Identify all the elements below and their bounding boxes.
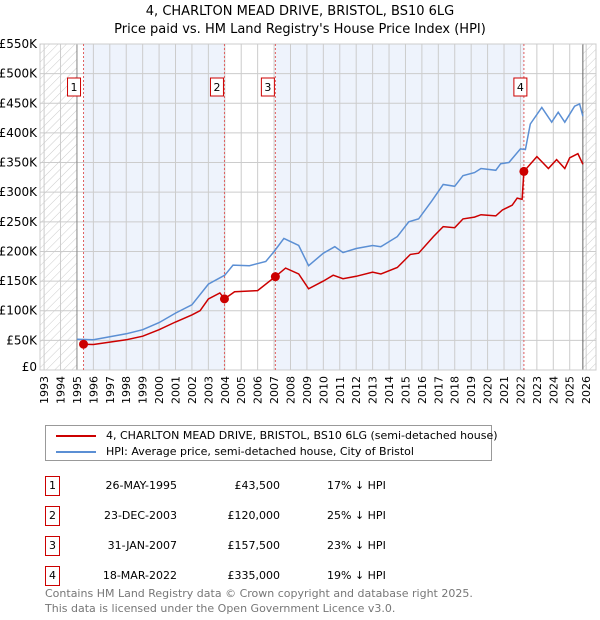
sale-price: £157,500 <box>227 539 281 552</box>
y-tick-label: £350K <box>0 156 38 170</box>
x-tick-label: 2004 <box>219 376 232 404</box>
x-tick-label: 2016 <box>416 376 429 404</box>
sale-row: 4 18-MAR-2022 £335,000 19% ↓ HPI <box>45 566 445 586</box>
sale-row: 3 31-JAN-2007 £157,500 23% ↓ HPI <box>45 536 445 556</box>
sale-hpi-diff: 23% ↓ HPI <box>327 539 386 552</box>
sale-number-badge: 4 <box>45 566 60 586</box>
y-tick-label: £100K <box>0 304 38 318</box>
sale-date: 31-JAN-2007 <box>107 539 177 552</box>
sale-point <box>270 272 280 282</box>
y-tick-label: £250K <box>0 215 38 229</box>
legend: 4, CHARLTON MEAD DRIVE, BRISTOL, BS10 6L… <box>45 425 498 461</box>
sale-number-badge: 2 <box>45 506 60 526</box>
y-tick-label: £400K <box>0 126 38 140</box>
x-tick-label: 1993 <box>38 376 51 404</box>
hpi-line <box>76 102 584 341</box>
sale-date: 18-MAR-2022 <box>102 569 177 582</box>
sale-number-badge: 1 <box>45 476 60 496</box>
sale-point <box>219 294 229 304</box>
sale-label-box <box>209 77 224 97</box>
x-tick-label: 2011 <box>334 376 347 404</box>
y-tick-label: £300K <box>0 185 38 199</box>
y-tick-label: £0 <box>22 360 37 374</box>
x-tick-label: 2000 <box>153 376 166 404</box>
x-tick-label: 1994 <box>55 376 68 404</box>
y-tick-label: £200K <box>0 244 38 258</box>
property-price-line <box>83 152 584 346</box>
y-tick-label: £150K <box>0 274 38 288</box>
x-tick-label: 1999 <box>137 376 150 404</box>
x-tick-label: 2010 <box>317 376 330 404</box>
x-tick-label: 1998 <box>120 376 133 404</box>
x-tick-label: 2017 <box>432 376 445 404</box>
sale-label: 4 <box>517 81 524 94</box>
sale-label: 1 <box>71 81 78 94</box>
legend-label-property: 4, CHARLTON MEAD DRIVE, BRISTOL, BS10 6L… <box>106 429 498 442</box>
y-tick-label: £50K <box>6 333 38 347</box>
x-tick-label: 2002 <box>186 376 199 404</box>
chart-subtitle: Price paid vs. HM Land Registry's House … <box>114 22 486 37</box>
sale-label: 3 <box>264 81 271 94</box>
x-tick-label: 2003 <box>202 376 215 404</box>
sale-price: £335,000 <box>227 569 281 582</box>
x-tick-label: 2020 <box>482 376 495 404</box>
legend-swatch-hpi <box>56 450 96 453</box>
x-tick-label: 2018 <box>449 376 462 404</box>
x-tick-label: 2015 <box>399 376 412 404</box>
x-tick-label: 2009 <box>301 376 314 404</box>
x-tick-label: 1995 <box>71 376 84 404</box>
sale-label-box <box>260 77 275 97</box>
sale-date: 26-MAY-1995 <box>105 479 177 492</box>
sale-label-box <box>67 77 82 97</box>
sale-row: 1 26-MAY-1995 £43,500 17% ↓ HPI <box>45 476 445 496</box>
footer-licence: This data is licensed under the Open Gov… <box>45 602 396 615</box>
x-tick-label: 2021 <box>498 376 511 404</box>
sale-price: £43,500 <box>234 479 281 492</box>
sale-point <box>519 166 529 176</box>
x-tick-label: 2023 <box>531 376 544 404</box>
x-tick-label: 2022 <box>514 376 527 404</box>
y-tick-label: £500K <box>0 67 38 81</box>
x-tick-label: 2008 <box>284 376 297 404</box>
x-tick-label: 2005 <box>235 376 248 404</box>
x-tick-label: 2025 <box>564 376 577 404</box>
sale-number-badge: 3 <box>45 536 60 556</box>
shade-region <box>275 44 524 370</box>
price-chart: 1993 1994 1995 1996 1997 1998 1999 2000 2001 2002… <box>0 37 597 404</box>
x-tick-label: 2014 <box>383 376 396 404</box>
x-tick-label: 1997 <box>104 376 117 404</box>
x-tick-label: 2024 <box>547 376 560 404</box>
sale-price: £120,000 <box>227 509 281 522</box>
shade-region <box>83 44 225 370</box>
x-tick-label: 2026 <box>580 376 593 404</box>
x-tick-label: 2001 <box>170 376 183 404</box>
sale-date: 23-DEC-2003 <box>103 509 177 522</box>
x-tick-label: 2007 <box>268 376 281 404</box>
legend-swatch-property <box>56 434 96 437</box>
sale-hpi-diff: 19% ↓ HPI <box>327 569 386 582</box>
sale-label-box <box>513 77 528 97</box>
x-tick-label: 2019 <box>465 376 478 404</box>
hatch-post-data <box>582 44 596 370</box>
y-tick-label: £550K <box>0 37 38 51</box>
sale-row: 2 23-DEC-2003 £120,000 25% ↓ HPI <box>45 506 445 526</box>
sale-hpi-diff: 17% ↓ HPI <box>327 479 386 492</box>
sale-point <box>79 339 89 349</box>
legend-label-hpi: HPI: Average price, semi-detached house,… <box>106 445 414 458</box>
hatch-pre-data <box>40 44 77 370</box>
x-tick-label: 1996 <box>87 376 100 404</box>
y-tick-label: £450K <box>0 96 38 110</box>
x-tick-label: 2006 <box>252 376 265 404</box>
chart-title: 4, CHARLTON MEAD DRIVE, BRISTOL, BS10 6L… <box>145 4 455 19</box>
x-tick-label: 2013 <box>367 376 380 404</box>
plot-border <box>39 43 597 371</box>
x-tick-label: 2012 <box>350 376 363 404</box>
footer-copyright: Contains HM Land Registry data © Crown c… <box>45 587 473 600</box>
sale-hpi-diff: 25% ↓ HPI <box>327 509 386 522</box>
sale-label: 2 <box>213 81 220 94</box>
